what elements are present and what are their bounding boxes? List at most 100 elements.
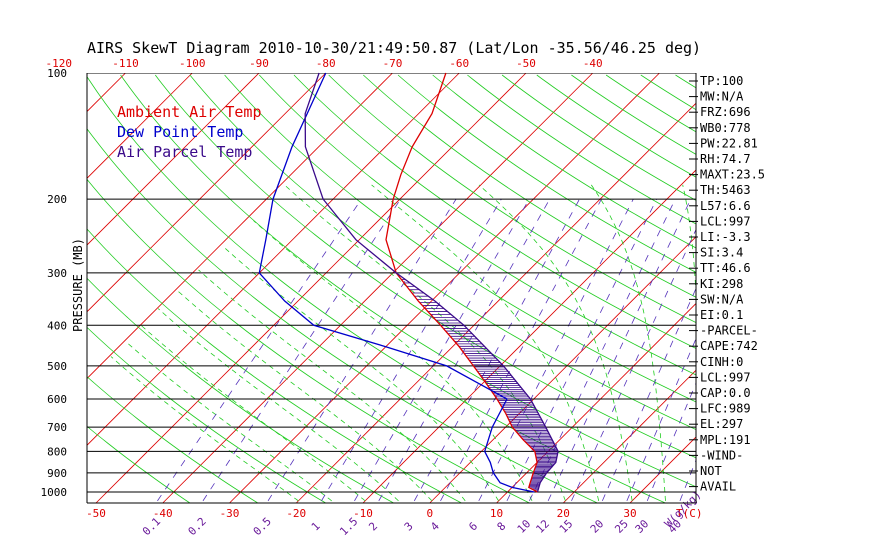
mixing-ratio-tick-label: 6 [466, 520, 480, 534]
mixing-ratio-tick-label: 30 [633, 517, 652, 536]
index-label: MAXT:23.5 [700, 168, 765, 182]
mixing-ratio-line [440, 198, 602, 502]
isotherm-line [0, 73, 59, 503]
cape-hatching [398, 275, 558, 491]
ambient-air-temp-line [385, 72, 538, 493]
mixing-ratio-line [413, 198, 580, 502]
index-label: MPL:191 [700, 433, 751, 447]
moist-adiabat-line [478, 184, 633, 501]
legend: Ambient Air Temp Dew Point Temp Air Parcel… [117, 103, 262, 161]
pressure-tick-label: 800 [47, 445, 67, 458]
dry-adiabat-line [259, 74, 696, 376]
dry-adiabat-line [571, 74, 696, 155]
dry-adiabat-line [87, 277, 394, 503]
index-label: PW:22.81 [700, 136, 758, 150]
mixing-ratio-line [506, 198, 658, 502]
mixing-ratio-line [202, 198, 401, 502]
top-temp-tick-label: -100 [179, 57, 206, 70]
mixing-ratio-line [478, 198, 634, 502]
top-temp-tick-label: -40 [583, 57, 603, 70]
mixing-ratio-tick-label: 25 [612, 517, 631, 536]
index-label: NOT [700, 464, 722, 478]
index-label: FRZ:696 [700, 105, 751, 119]
bottom-temp-tick-label: -40 [153, 507, 173, 520]
top-temp-tick-label: -50 [516, 57, 536, 70]
mixing-ratio-tick-label: 10 [515, 517, 534, 536]
isotherm-line [87, 73, 460, 446]
dry-adiabat-line [87, 425, 191, 503]
isotherm-line [562, 369, 696, 503]
pressure-axis: 100 200 300 400 500 600 700 800 900 1000 [41, 67, 68, 499]
index-label: SI:3.4 [700, 246, 743, 260]
mixing-ratio-tick-label: 0.5 [251, 515, 274, 538]
index-label: TT:46.6 [700, 261, 751, 275]
mixing-ratio-tick-label: 2 [366, 520, 380, 534]
dry-adiabat-line [87, 128, 598, 503]
index-label: LFC:989 [700, 402, 751, 416]
index-label: CINH:0 [700, 355, 743, 369]
mixing-ratio-tick-label: 15 [557, 517, 576, 536]
moist-adiabat-line [253, 220, 533, 502]
index-label: WB0:778 [700, 121, 751, 135]
isotherm-line [87, 73, 126, 113]
bottom-temp-tick-label: 20 [557, 507, 570, 520]
dry-adiabat-line [87, 228, 462, 503]
mixing-ratio-tick-label: 8 [495, 520, 509, 534]
dry-adiabat-line [87, 178, 530, 503]
moist-adiabat-line [371, 184, 600, 501]
moist-adiabat-line [198, 269, 466, 502]
mixing-ratio-line [321, 198, 502, 502]
dry-adiabat-line [224, 74, 696, 403]
pressure-tick-label: 300 [47, 267, 67, 280]
top-temp-tick-label: -70 [383, 57, 403, 70]
dry-adiabat-line [536, 74, 696, 178]
isotherm-line [95, 73, 527, 503]
bottom-temp-tick-label: 10 [490, 507, 503, 520]
mixing-ratio-tick-label: 20 [588, 517, 607, 536]
index-label: -WIND- [700, 448, 743, 462]
mixing-ratio-line [354, 198, 530, 502]
isotherm-line [87, 73, 260, 246]
top-temp-tick-label: -110 [112, 57, 139, 70]
isotherm-line [496, 302, 696, 503]
legend-item: Air Parcel Temp [117, 143, 252, 161]
bottom-temp-tick-label: -50 [86, 507, 106, 520]
top-temp-tick-label: -90 [249, 57, 269, 70]
pressure-tick-label: 600 [47, 393, 67, 406]
bottom-temp-tick-label: 0 [426, 507, 433, 520]
pressure-tick-label: 1000 [41, 486, 68, 499]
index-label: RH:74.7 [700, 152, 751, 166]
index-label: L57:6.6 [700, 199, 751, 213]
isotherm-line [162, 73, 594, 503]
bottom-temp-tick-label: 30 [623, 507, 636, 520]
top-temp-tick-label: -120 [46, 57, 73, 70]
temperature-unit-label: T(C) [676, 507, 703, 520]
pressure-tick-label: 700 [47, 421, 67, 434]
isotherm-line [830, 73, 870, 503]
bottom-temp-tick-label: -20 [286, 507, 306, 520]
isotherm-line [87, 73, 393, 380]
sounding-profiles [258, 72, 559, 493]
moist-adiabat-line [140, 324, 366, 502]
index-label: LI:-3.3 [700, 230, 751, 244]
index-label: CAP:0.0 [700, 386, 751, 400]
pressure-tick-label: 900 [47, 467, 67, 480]
mixing-ratio-line [378, 198, 551, 502]
mixing-ratio-tick-label: 12 [533, 517, 552, 536]
index-label: MW:N/A [700, 90, 744, 104]
pressure-tick-label: 400 [47, 319, 67, 332]
top-temp-tick-label: -80 [316, 57, 336, 70]
bottom-temp-tick-label: -30 [220, 507, 240, 520]
bottom-temp-tick-label: -10 [353, 507, 373, 520]
moist-adiabat-line [223, 246, 499, 502]
dew-point-temp-line [258, 72, 535, 493]
y-axis-label: PRESSURE (MB) [71, 238, 85, 332]
index-label: SW:N/A [700, 292, 744, 306]
index-label: CAPE:742 [700, 339, 758, 353]
moist-adiabat-line [157, 308, 399, 502]
mixing-ratio-line [267, 198, 457, 502]
mixing-ratio-line [547, 198, 692, 502]
mixing-ratio-tick-label: 4 [428, 519, 442, 533]
